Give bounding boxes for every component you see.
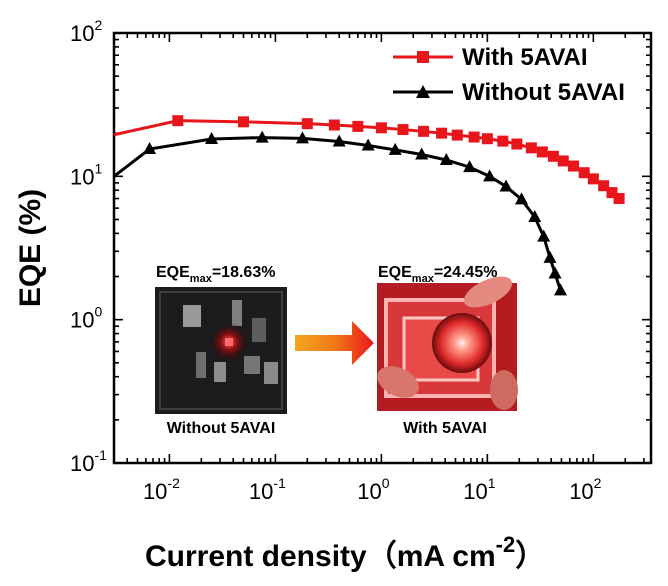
data-point-square: [613, 193, 625, 205]
x-tick-label: 10-2: [143, 475, 180, 504]
data-point-square: [375, 122, 387, 134]
data-point-square: [606, 187, 618, 199]
legend-marker-square: [417, 51, 429, 63]
legend-label-with: With 5AVAI: [462, 44, 588, 71]
data-point-triangle: [439, 153, 453, 166]
eqe-max-right-sub: max: [412, 273, 435, 285]
data-point-triangle: [548, 266, 562, 279]
eqe-max-left-value: =18.63%: [212, 264, 276, 281]
series-layer: [113, 115, 625, 296]
y-axis-title: EQE (%): [14, 189, 47, 307]
data-point-triangle: [554, 283, 568, 296]
data-point-triangle: [499, 179, 513, 192]
data-point-square: [568, 160, 580, 172]
data-point-triangle: [543, 250, 557, 263]
data-point-square: [352, 120, 364, 132]
axis-ticks: [113, 33, 651, 464]
x-axis-title-main: Current density（mA cm: [145, 539, 496, 573]
data-point-square: [436, 127, 448, 139]
y-tick-label: 100: [70, 304, 102, 333]
data-point-triangle: [515, 192, 529, 205]
data-point-square: [497, 135, 509, 147]
data-point-triangle: [388, 142, 402, 155]
data-point-triangle: [332, 134, 346, 147]
data-point-square: [587, 173, 599, 185]
data-point-square: [397, 124, 409, 136]
legend-label-without: Without 5AVAI: [462, 79, 625, 106]
data-point-square: [468, 131, 480, 143]
data-point-triangle: [528, 210, 542, 223]
data-point-square: [418, 125, 430, 137]
y-tick-label: 102: [70, 17, 102, 46]
data-point-square: [547, 150, 559, 162]
caption-without: Without 5AVAI: [167, 420, 276, 437]
data-point-triangle: [537, 229, 551, 242]
eqe-max-right-main: EQE: [378, 264, 412, 281]
x-tick-labels: 10-2 10-1 100 101 102: [143, 475, 602, 504]
data-point-square: [525, 142, 537, 154]
series-line: [113, 119, 621, 200]
caption-with: With 5AVAI: [403, 420, 487, 437]
series-with-5avai: [113, 115, 625, 205]
eqe-max-label-with: EQEmax=24.45%: [378, 264, 497, 285]
data-point-triangle: [143, 142, 157, 155]
data-point-triangle: [205, 132, 219, 145]
plot-frame: [112, 31, 653, 465]
eqe-max-right-value: =24.45%: [434, 264, 498, 281]
data-point-triangle: [415, 147, 429, 160]
transition-arrow: [295, 321, 374, 365]
x-axis-title-close: ）: [515, 539, 545, 573]
data-point-square: [328, 119, 340, 131]
device-photo-with: [377, 276, 518, 411]
data-point-triangle: [463, 160, 477, 173]
legend-entry-without: Without 5AVAI: [393, 79, 625, 106]
data-point-triangle: [255, 130, 269, 143]
device-photo-without: [155, 287, 287, 414]
y-tick-label: 10-1: [70, 447, 107, 476]
x-tick-label: 100: [357, 475, 389, 504]
data-point-triangle: [361, 138, 375, 151]
data-point-triangle: [295, 131, 309, 144]
data-point-square: [536, 146, 548, 158]
x-axis-title: Current density（mA cm-2）: [145, 532, 545, 573]
data-point-square: [237, 116, 249, 128]
legend: With 5AVAI Without 5AVAI: [393, 44, 625, 106]
x-tick-label: 102: [569, 475, 601, 504]
data-point-square: [451, 129, 463, 141]
eqe-max-left-main: EQE: [156, 264, 190, 281]
series-without-5avai: [113, 130, 568, 296]
x-tick-label: 10-1: [249, 475, 286, 504]
eqe-max-left-sub: max: [190, 273, 213, 285]
data-point-square: [481, 133, 493, 145]
legend-entry-with: With 5AVAI: [393, 44, 588, 71]
eqe-max-label-without: EQEmax=18.63%: [156, 264, 275, 285]
data-point-square: [301, 118, 313, 130]
data-point-square: [511, 138, 523, 150]
data-point-square: [598, 180, 610, 192]
data-point-square: [557, 155, 569, 167]
data-point-square: [172, 115, 184, 127]
data-point-square: [578, 167, 590, 179]
x-axis-title-sup: -2: [496, 532, 516, 557]
x-tick-label: 101: [463, 475, 495, 504]
y-tick-labels: 10-1 100 101 102: [70, 17, 107, 476]
legend-marker-triangle: [416, 85, 430, 98]
y-tick-label: 101: [70, 160, 102, 189]
data-point-triangle: [483, 169, 497, 182]
